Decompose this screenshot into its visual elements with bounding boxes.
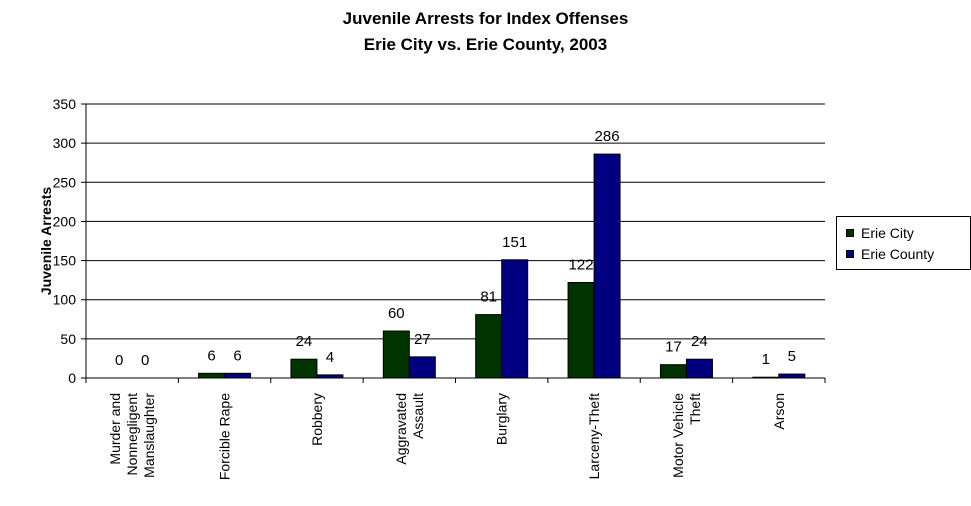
- legend-label-erie-city: Erie City: [861, 225, 914, 241]
- data-label: 60: [388, 305, 405, 322]
- x-tick-label: Assault: [410, 393, 426, 439]
- y-tick-label: 200: [53, 213, 77, 229]
- data-label: 0: [141, 352, 149, 369]
- data-label: 122: [569, 256, 594, 273]
- y-tick-label: 350: [53, 96, 77, 112]
- x-tick-label: Aggravated: [393, 393, 409, 465]
- bar-erie-county: [501, 259, 529, 379]
- chart-legend: Erie City Erie County: [836, 216, 971, 270]
- x-tick-label: Nonnegligent: [124, 393, 140, 476]
- y-tick-label: 300: [53, 135, 77, 151]
- bar-erie-county: [316, 374, 344, 379]
- y-axis-label: Juvenile Arrests: [38, 187, 54, 296]
- y-tick-label: 150: [53, 253, 77, 269]
- x-tick-label: Motor Vehicle: [670, 393, 686, 478]
- legend-swatch-erie-county: [846, 250, 854, 258]
- chart-title-line1: Juvenile Arrests for Index Offenses: [342, 9, 629, 28]
- data-label: 151: [502, 234, 527, 251]
- x-tick-label: Larceny-Theft: [586, 393, 602, 479]
- bar-erie-city: [567, 281, 595, 379]
- bar-erie-city: [382, 330, 410, 379]
- chart-title: Juvenile Arrests for Index Offenses Erie…: [0, 6, 971, 58]
- legend-label-erie-county: Erie County: [861, 246, 935, 262]
- bar-erie-county: [778, 373, 806, 379]
- data-label: 24: [691, 333, 708, 350]
- bar-erie-county: [408, 356, 436, 379]
- data-label: 24: [296, 333, 313, 350]
- y-tick-label: 50: [60, 331, 76, 347]
- bar-erie-county: [593, 153, 621, 379]
- x-tick-label: Forcible Rape: [217, 393, 233, 480]
- bar-erie-city: [475, 314, 503, 379]
- x-tick-label: Robbery: [309, 393, 325, 446]
- x-tick-label: Manslaughter: [141, 393, 157, 478]
- y-tick-label: 250: [53, 174, 77, 190]
- data-label: 286: [595, 128, 620, 145]
- data-label: 17: [665, 339, 682, 356]
- bar-erie-city: [752, 376, 780, 379]
- data-label: 1: [762, 351, 770, 368]
- data-label: 6: [207, 347, 215, 364]
- y-tick-label: 100: [53, 292, 77, 308]
- bar-erie-county: [685, 358, 713, 379]
- data-label: 0: [115, 352, 123, 369]
- bar-erie-city: [290, 358, 318, 379]
- legend-swatch-erie-city: [846, 229, 854, 237]
- bar-erie-city: [198, 372, 226, 379]
- data-label: 81: [480, 289, 497, 306]
- data-label: 6: [233, 347, 241, 364]
- x-tick-label: Arson: [771, 393, 787, 430]
- x-tick-label: Burglary: [494, 393, 510, 445]
- x-tick-label: Theft: [687, 393, 703, 425]
- data-label: 5: [788, 348, 796, 365]
- x-tick-label: Murder and: [107, 393, 123, 465]
- data-label: 27: [414, 331, 431, 348]
- chart-subtitle: Erie City vs. Erie County, 2003: [363, 35, 608, 54]
- bar-erie-county: [224, 372, 252, 379]
- data-label: 4: [326, 349, 334, 366]
- bar-erie-city: [659, 364, 687, 379]
- y-tick-label: 0: [68, 370, 76, 386]
